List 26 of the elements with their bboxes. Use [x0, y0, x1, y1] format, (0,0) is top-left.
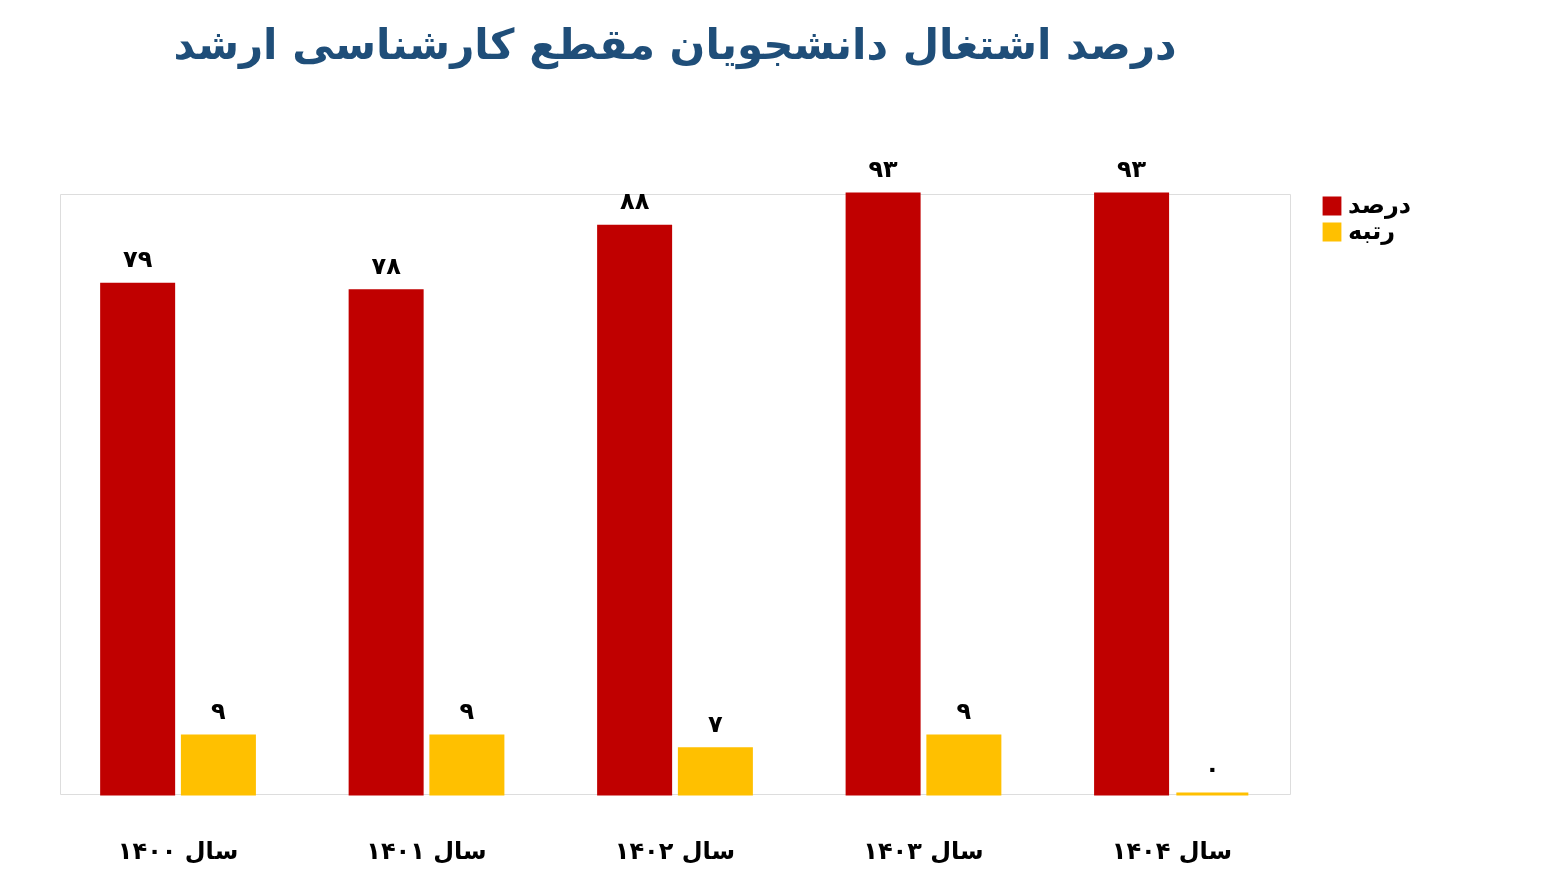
bar	[597, 224, 673, 796]
x-tick-label: سال ۱۴۰۲	[614, 836, 736, 865]
bar	[429, 734, 505, 796]
data-label: ۸۸	[619, 187, 650, 216]
bar	[1094, 192, 1170, 796]
data-label: ۷	[708, 709, 724, 738]
legend-label: درصد	[1348, 191, 1412, 219]
bar	[677, 747, 753, 796]
data-label: ۹۳	[868, 155, 899, 183]
chart-title: درصد اشتغال دانشجویان مقطع کارشناسی ارشد	[173, 20, 1177, 70]
bar	[348, 289, 424, 796]
data-label: ۹۳	[1116, 155, 1147, 183]
data-label: ۰	[1205, 755, 1220, 783]
bar	[845, 192, 921, 796]
data-label: ۹	[459, 696, 475, 725]
x-tick-label: سال ۱۴۰۰	[117, 836, 239, 865]
bar	[180, 734, 256, 796]
x-tick-label: سال ۱۴۰۳	[863, 836, 984, 865]
data-label: ۷۸	[371, 251, 402, 280]
data-label: ۹	[956, 696, 972, 725]
bar	[926, 734, 1002, 796]
data-label: ۹	[211, 696, 227, 725]
x-tick-label: سال ۱۴۰۱	[366, 836, 487, 865]
x-tick-label: سال ۱۴۰۴	[1111, 836, 1233, 865]
bar	[100, 282, 176, 796]
data-label: ۷۹	[123, 245, 153, 274]
